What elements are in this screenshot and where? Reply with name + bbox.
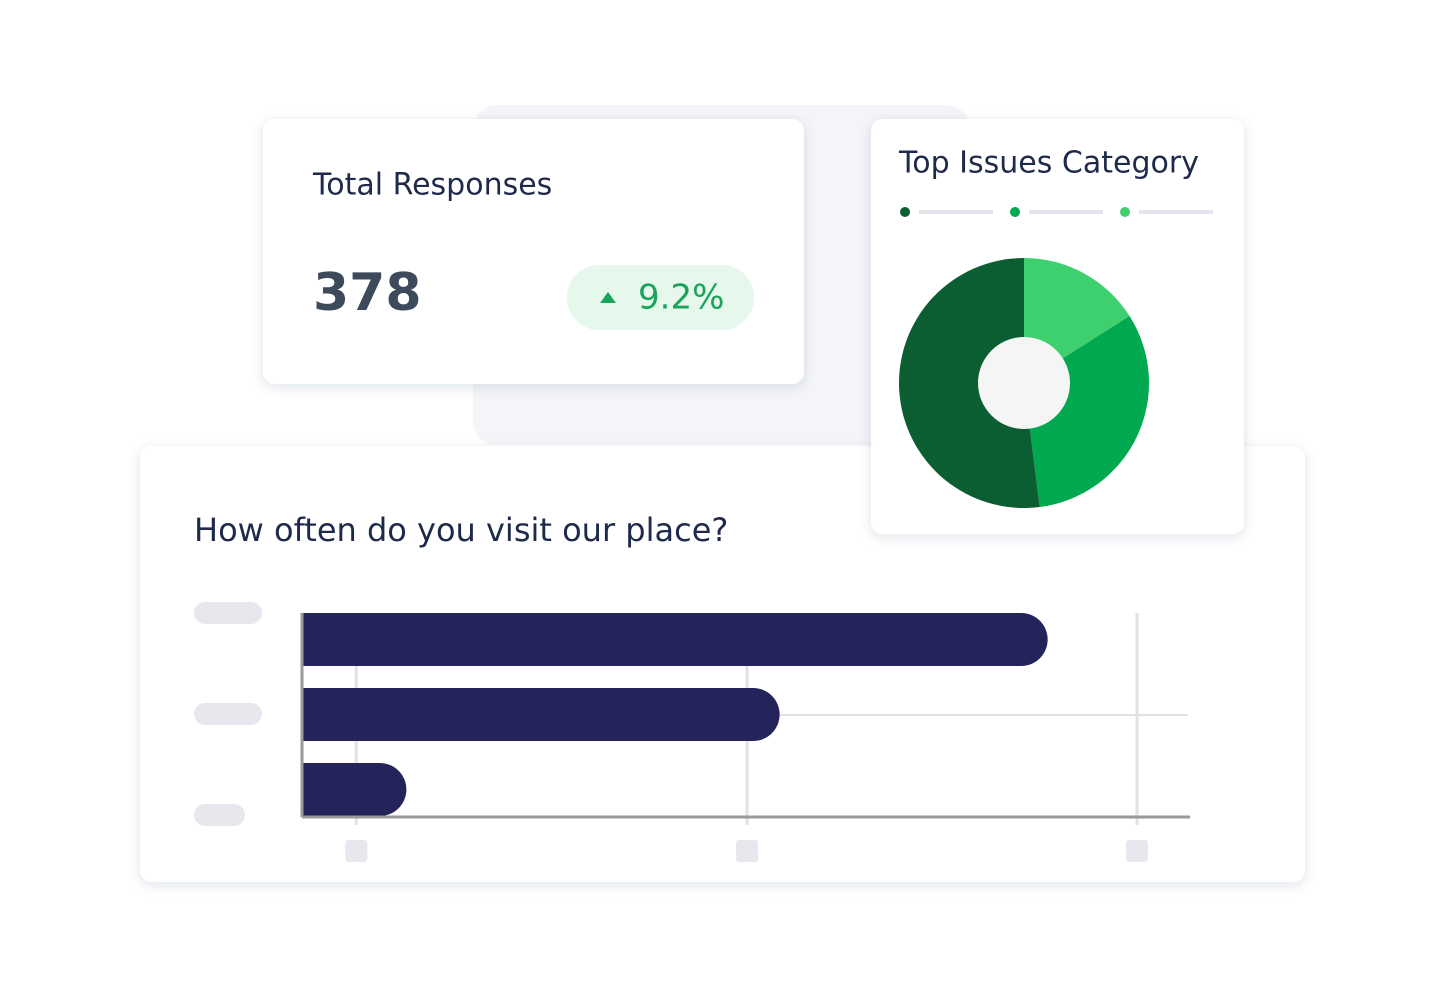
bar (302, 613, 1048, 666)
up-arrow (600, 292, 616, 303)
bar-card: How often do you visit our place? (140, 446, 1305, 882)
legend-dot (1010, 207, 1020, 217)
legend-dot (1120, 207, 1130, 217)
chart-title: How often do you visit our place? (194, 511, 728, 549)
card-title: Total Responses (312, 168, 552, 203)
bar (302, 763, 407, 816)
category-placeholder (194, 703, 262, 725)
pie-card: Top Issues Category (871, 119, 1244, 534)
change-value: 9.2% (638, 278, 724, 318)
category-placeholder (194, 804, 245, 826)
change-pill (567, 265, 754, 330)
chart-title: Top Issues Category (898, 146, 1199, 181)
summary-card: Total Responses 378 9.2% (263, 119, 804, 384)
pie-slice (899, 258, 1040, 508)
tick-placeholder (736, 840, 759, 862)
donut-hole (978, 337, 1070, 429)
bar (302, 688, 780, 741)
tick-placeholder (345, 840, 368, 862)
tick-placeholder (1126, 840, 1148, 862)
card (263, 119, 804, 384)
total-value: 378 (313, 263, 422, 323)
legend-dot (900, 207, 910, 217)
category-placeholder (194, 602, 262, 624)
